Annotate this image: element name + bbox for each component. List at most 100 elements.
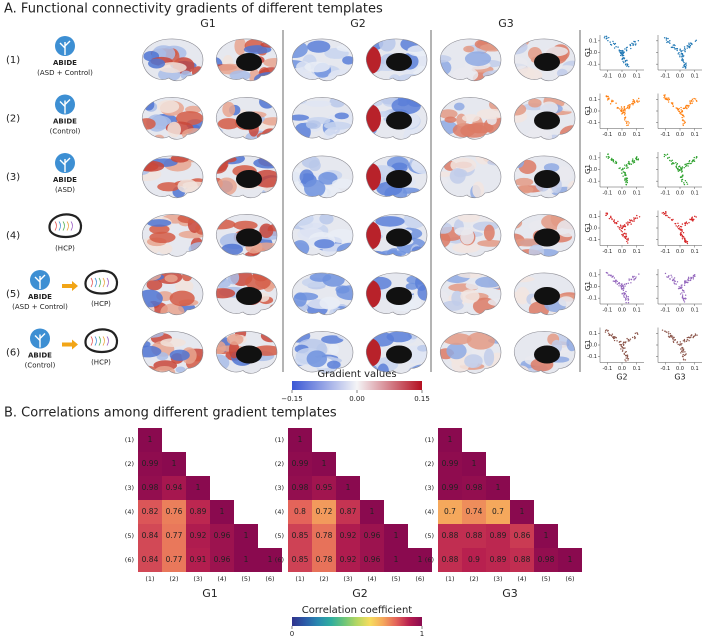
scatter-point (681, 113, 683, 116)
brain-region (216, 158, 228, 174)
scatter-point (687, 106, 689, 108)
scatter-point (681, 296, 684, 298)
y-tick-label: 0.0 (589, 284, 597, 290)
brain-region (268, 304, 278, 315)
brain-render (365, 155, 428, 199)
scatter-point (638, 100, 640, 102)
scatter-point (622, 233, 624, 235)
brain-icon-detail (98, 336, 101, 346)
brain-medial-wall (236, 53, 262, 71)
y-tick-label: 0.1 (589, 97, 597, 103)
scatter-point (667, 40, 669, 43)
row-label: (5) (425, 532, 434, 540)
brain-region (476, 108, 502, 120)
brain-region (175, 279, 194, 294)
scatter-point (681, 110, 683, 113)
scatter-point (685, 240, 687, 242)
scatter-point (623, 51, 625, 54)
scatter-point (669, 278, 671, 280)
brain-region (336, 242, 354, 257)
column-title: G1 (200, 17, 216, 30)
scatter-point (637, 159, 640, 161)
scatter-point (688, 221, 690, 224)
heatmap-cell (438, 548, 462, 572)
cell-label: 0.84 (142, 555, 159, 564)
heatmap-cell (210, 524, 234, 548)
brain-region (366, 38, 375, 44)
scatter-point (604, 329, 607, 332)
scatter-point (623, 288, 625, 290)
heatmap-cell (384, 548, 408, 572)
x-tick-label: -0.1 (602, 191, 612, 197)
scatter-point (622, 57, 625, 59)
brain-region (216, 127, 223, 137)
scatter-point (696, 156, 698, 158)
brain-region (452, 67, 479, 81)
brain-region (463, 45, 475, 53)
row-label: (6) (275, 556, 284, 564)
x-tick-label: 0.0 (618, 191, 626, 197)
brain-region (327, 360, 341, 369)
brain-region (253, 157, 278, 169)
scatter-point (613, 220, 615, 223)
brain-region (261, 128, 278, 140)
scatter-point (615, 337, 617, 339)
brain-region (306, 350, 328, 368)
scatter-point (661, 329, 664, 331)
heatmap-cell (288, 452, 312, 476)
cell-label: 0.77 (166, 555, 183, 564)
brain-icon-detail (94, 277, 97, 288)
scatter-point (627, 359, 629, 361)
scatter-point (638, 97, 640, 100)
scatter-point (679, 348, 682, 350)
heatmap-cell (360, 548, 384, 572)
scatter-point (634, 217, 636, 220)
y-tick-label: 0.1 (589, 331, 597, 337)
brain-region (142, 118, 156, 130)
scatter-point (611, 100, 613, 102)
brain-region (564, 363, 576, 374)
brain-region (222, 101, 236, 117)
x-tick-label: 0.0 (676, 308, 684, 314)
scatter-point (613, 337, 616, 339)
column-title: G2 (350, 17, 366, 30)
logo-icon (34, 333, 46, 348)
scatter-point (674, 48, 676, 50)
scatter-point (682, 340, 685, 342)
scatter-point (686, 47, 688, 49)
y-axis-label: G1 (584, 281, 592, 291)
heatmap-title: G3 (502, 587, 518, 600)
scatter-point (682, 236, 685, 238)
scatter-point (625, 282, 628, 285)
cell-label: 0.88 (514, 555, 531, 564)
scatter-point (680, 56, 683, 58)
scatter-point (680, 350, 683, 353)
brain-region (440, 171, 453, 178)
brain-medial-wall (534, 53, 560, 71)
scatter-point (624, 116, 627, 118)
scatter-point (634, 337, 637, 339)
scatter-point (667, 157, 669, 159)
brain-region (142, 289, 163, 308)
scatter-point (620, 230, 622, 232)
scatter-point (686, 183, 689, 185)
scatter-point (610, 275, 612, 277)
scatter-point (617, 46, 619, 48)
brain-region (440, 222, 453, 234)
brain-region (218, 155, 237, 163)
colorbar-tick-label: −0.15 (281, 395, 302, 403)
scatter-point (691, 43, 693, 46)
scatter-point (625, 357, 627, 359)
scatter-point (628, 160, 630, 163)
x-tick-label: -0.1 (660, 249, 670, 255)
brain-region (170, 155, 190, 163)
brain-render (141, 330, 204, 374)
scatter-point (684, 241, 686, 243)
scatter-point (681, 116, 683, 119)
scatter-point (688, 42, 690, 44)
scatter-point (622, 49, 624, 52)
brain-region (234, 38, 247, 56)
x-tick-label: 0.1 (691, 249, 699, 255)
scatter-point (681, 343, 683, 345)
logo-text: ABIDE (28, 293, 52, 301)
